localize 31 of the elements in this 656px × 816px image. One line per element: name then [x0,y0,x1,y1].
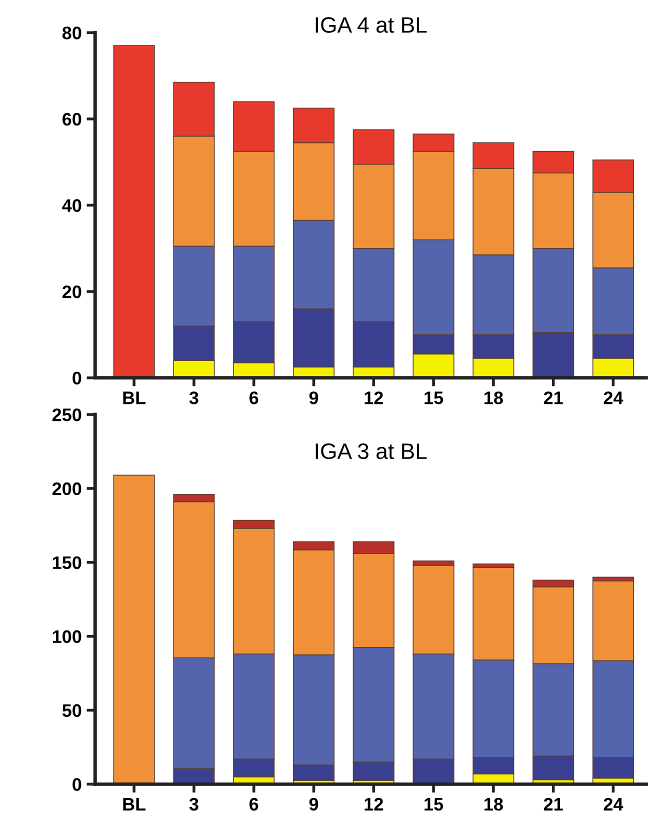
x-tick-label: 9 [309,798,318,811]
x-tick-label: 24 [604,391,624,404]
x-tick-label: 9 [309,391,318,404]
x-tick-label: 18 [484,391,503,404]
chart-title: IGA 4 at BL [316,17,427,33]
text: IGA 3 at BL [316,443,427,460]
y-tick-label: 0 [72,778,82,791]
x-tick-label: 15 [424,392,444,404]
y-tick-label: 250 [52,408,82,422]
y-tick-label: 150 [52,556,82,570]
y-tick-label: 80 [62,26,82,40]
y-tick-label: 0 [72,372,82,385]
x-tick-label: 12 [364,391,383,404]
x-tick-label: 15 [424,798,444,811]
y-tick-label: 40 [62,199,82,212]
x-tick-label: 12 [364,798,383,810]
y-tick-label: 50 [62,704,82,717]
x-tick-label: 21 [544,391,563,404]
y-tick-label: 20 [62,285,82,298]
y-tick-label: 100 [52,630,82,644]
x-tick-label: 24 [604,798,624,810]
x-tick-label: BL [123,392,146,404]
x-tick-label: BL [123,798,146,810]
x-tick-label: 6 [249,798,258,811]
y-tick-label: 60 [62,112,82,126]
y-tick-label: 200 [52,482,82,496]
x-tick-label: 18 [484,798,503,811]
x-tick-label: 3 [189,798,198,811]
x-tick-label: 6 [249,391,258,404]
x-tick-label: 21 [544,798,563,810]
x-tick-label: 3 [189,391,198,404]
